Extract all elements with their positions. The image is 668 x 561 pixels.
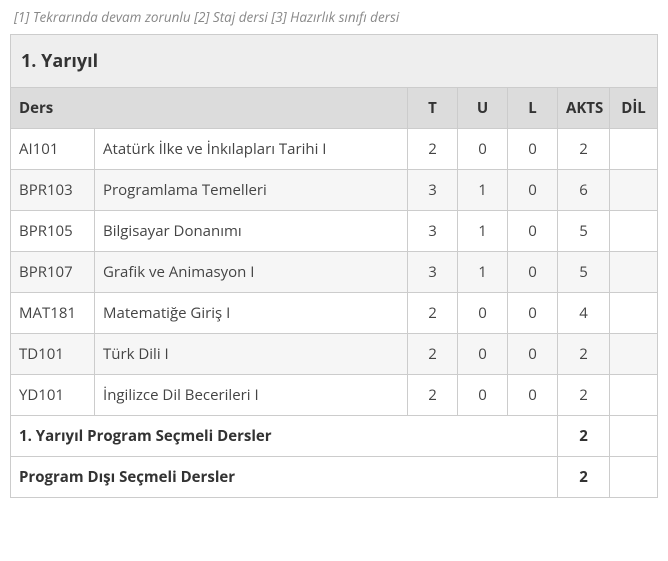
table-row: BPR105Bilgisayar Donanımı3105	[11, 211, 658, 252]
legend-text: [1] Tekrarında devam zorunlu [2] Staj de…	[10, 8, 658, 26]
course-u: 1	[458, 252, 508, 293]
footer-akts: 2	[558, 416, 610, 457]
table-row: AI101Atatürk İlke ve İnkılapları Tarihi …	[11, 129, 658, 170]
course-name: Grafik ve Animasyon I	[95, 252, 408, 293]
course-name: Türk Dili I	[95, 334, 408, 375]
course-name: Matematiğe Giriş I	[95, 293, 408, 334]
course-dil	[610, 293, 658, 334]
table-row: MAT181Matematiğe Giriş I2004	[11, 293, 658, 334]
course-u: 0	[458, 375, 508, 416]
course-name: Bilgisayar Donanımı	[95, 211, 408, 252]
table-row: TD101Türk Dili I2002	[11, 334, 658, 375]
course-table: 1. Yarıyıl Ders T U L AKTS DİL AI101Atat…	[10, 34, 658, 498]
course-t: 2	[408, 334, 458, 375]
header-l: L	[508, 88, 558, 129]
course-akts: 2	[558, 334, 610, 375]
course-t: 3	[408, 211, 458, 252]
footer-dil	[610, 457, 658, 498]
course-code: BPR103	[11, 170, 95, 211]
header-t: T	[408, 88, 458, 129]
course-akts: 5	[558, 211, 610, 252]
header-akts: AKTS	[558, 88, 610, 129]
course-l: 0	[508, 334, 558, 375]
course-u: 1	[458, 211, 508, 252]
course-dil	[610, 129, 658, 170]
course-dil	[610, 334, 658, 375]
course-l: 0	[508, 170, 558, 211]
table-row: BPR103Programlama Temelleri3106	[11, 170, 658, 211]
course-dil	[610, 211, 658, 252]
course-l: 0	[508, 129, 558, 170]
semester-title: 1. Yarıyıl	[11, 35, 658, 88]
course-code: MAT181	[11, 293, 95, 334]
course-name: Atatürk İlke ve İnkılapları Tarihi I	[95, 129, 408, 170]
course-t: 2	[408, 375, 458, 416]
footer-dil	[610, 416, 658, 457]
course-akts: 4	[558, 293, 610, 334]
course-l: 0	[508, 375, 558, 416]
course-name: İngilizce Dil Becerileri I	[95, 375, 408, 416]
course-code: BPR105	[11, 211, 95, 252]
footer-label: 1. Yarıyıl Program Seçmeli Dersler	[11, 416, 558, 457]
course-akts: 6	[558, 170, 610, 211]
course-l: 0	[508, 211, 558, 252]
header-course: Ders	[11, 88, 408, 129]
course-akts: 5	[558, 252, 610, 293]
footer-akts: 2	[558, 457, 610, 498]
course-l: 0	[508, 293, 558, 334]
course-code: AI101	[11, 129, 95, 170]
header-u: U	[458, 88, 508, 129]
course-u: 0	[458, 293, 508, 334]
course-t: 3	[408, 170, 458, 211]
course-t: 2	[408, 293, 458, 334]
course-t: 3	[408, 252, 458, 293]
course-code: TD101	[11, 334, 95, 375]
course-dil	[610, 375, 658, 416]
course-code: YD101	[11, 375, 95, 416]
course-dil	[610, 252, 658, 293]
course-l: 0	[508, 252, 558, 293]
header-dil: DİL	[610, 88, 658, 129]
footer-label: Program Dışı Seçmeli Dersler	[11, 457, 558, 498]
table-row: YD101İngilizce Dil Becerileri I2002	[11, 375, 658, 416]
course-u: 0	[458, 334, 508, 375]
course-t: 2	[408, 129, 458, 170]
course-code: BPR107	[11, 252, 95, 293]
table-footer-row: Program Dışı Seçmeli Dersler2	[11, 457, 658, 498]
course-akts: 2	[558, 129, 610, 170]
course-dil	[610, 170, 658, 211]
course-u: 1	[458, 170, 508, 211]
course-name: Programlama Temelleri	[95, 170, 408, 211]
course-u: 0	[458, 129, 508, 170]
table-row: BPR107Grafik ve Animasyon I3105	[11, 252, 658, 293]
table-footer-row: 1. Yarıyıl Program Seçmeli Dersler2	[11, 416, 658, 457]
course-akts: 2	[558, 375, 610, 416]
